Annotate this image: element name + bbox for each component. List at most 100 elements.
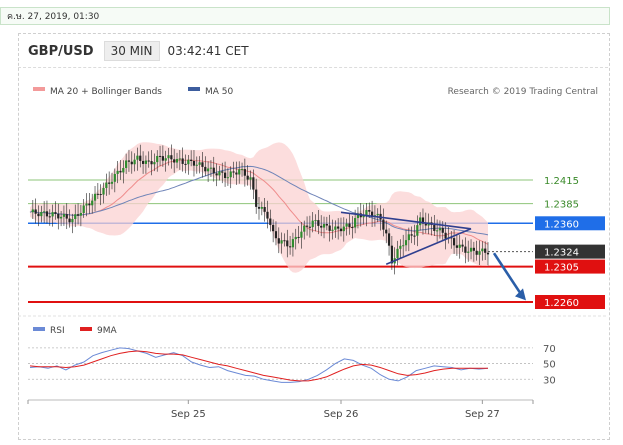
level-box-1-2260 [535,295,605,309]
candle-body [82,205,85,213]
candle-body [88,203,91,206]
candle-body [43,211,46,213]
candle-body [325,224,328,226]
candle-body [37,213,40,217]
bollinger-legend-swatch [33,87,45,91]
candle-body [235,172,238,175]
candle-body [342,226,345,232]
candle-body [303,225,306,232]
rsi-tick-label-70: 70 [543,344,556,355]
candle-body [246,175,249,180]
candle-body [45,211,49,217]
candle-body [481,248,484,252]
candle-body [229,171,232,178]
forecast-arrow-line [492,252,524,297]
candle-body [413,235,416,237]
candle-body [402,245,405,247]
candle-body [139,155,142,161]
pattern-line [385,228,472,265]
header-divider [18,67,608,69]
candle-body [156,155,159,163]
candle-body [252,177,255,190]
candle-body [249,177,252,180]
level-label-1-2360: 1.2360 [544,219,579,230]
candle-body [153,162,156,165]
candle-body [215,173,218,176]
level-box-1-2324 [535,244,605,259]
candle-body [243,169,246,176]
candle-body [280,240,283,244]
candle-body [272,224,275,232]
rsi-tick-label-30: 30 [543,375,556,386]
candle-body [351,227,354,229]
candle-body [212,167,215,174]
ma50-legend-swatch [188,87,200,91]
timeframe-button[interactable]: 30 MIN [103,41,160,61]
candle-body [297,236,300,238]
ma9-legend-swatch [80,327,92,331]
candle-body [255,189,258,207]
level-label-1-2305: 1.2305 [544,263,579,274]
chart-header: GBP/USD 30 MIN 03:42:41 CET [28,40,249,62]
rsi-chart: 70 50 30 [28,344,556,386]
candle-body [130,161,133,165]
candle-body [441,228,444,233]
candle-body [387,233,391,246]
candle-body [122,167,125,173]
symbol-label: GBP/USD [28,43,94,59]
candle-body [164,158,167,161]
candle-body [57,213,60,219]
candle-body [433,224,436,231]
candle-body [59,216,63,219]
candle-body [68,218,71,223]
time-label: 03:42:41 CET [167,44,249,58]
candle-body [54,212,57,214]
rsi-line [29,347,489,383]
ma9-legend-label: 9MA [97,326,117,336]
candle-body [105,182,108,188]
candle-body [399,245,402,249]
candle-body [201,162,204,167]
level-label-1-2260: 1.2260 [544,298,579,309]
credit-label: Research © 2019 Trading Central [448,87,598,97]
candle-body [362,215,365,218]
candle-body [96,193,99,195]
candle-body [110,181,114,184]
x-axis: Sep 25 Sep 26 Sep 27 [27,400,534,420]
candle-body [410,234,413,236]
x-tick-label-sep-26: Sep 26 [324,409,359,420]
candle-body [320,225,323,228]
candle-body [40,211,43,217]
candle-body [184,163,187,165]
candle-body [382,219,385,230]
candle-body [339,228,343,232]
candle-body [348,223,351,228]
candle-body [334,226,337,230]
candle-body [458,244,461,248]
candle-body [192,161,196,166]
candle-body [416,225,419,236]
candle-body [322,224,326,228]
candle-body [277,238,280,244]
candle-body [274,231,278,239]
candle-body [311,220,314,228]
candle-body [93,193,97,201]
candle-body [223,172,227,179]
candle-body [34,209,37,214]
candle-body [161,156,164,161]
candle-body [396,248,399,259]
candle-body [385,229,388,234]
level-box-1-2360 [535,216,605,231]
candle-body [438,228,442,231]
candle-body [125,160,128,168]
candle-body [147,160,150,162]
candle-body [286,240,289,247]
candle-body [354,218,357,228]
candle-body [232,171,235,173]
candle-body [484,248,487,253]
candle-body [469,247,473,252]
candle-body [198,162,201,165]
x-tick-label-sep-25: Sep 25 [171,409,206,420]
candle-body [421,217,425,224]
candle-body [269,218,272,225]
